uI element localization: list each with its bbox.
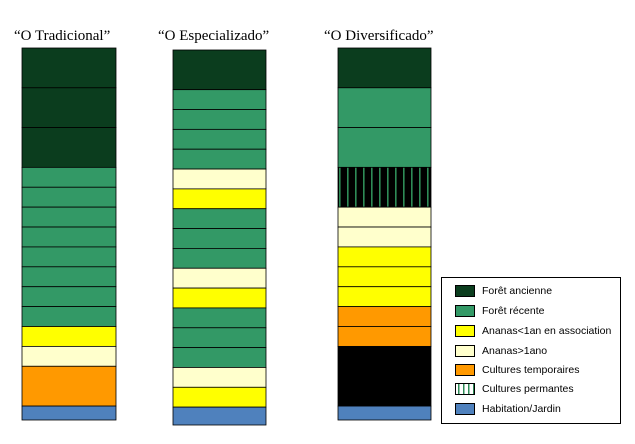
legend-label: Cultures permantes <box>482 383 574 395</box>
block-foret-recente <box>21 186 117 208</box>
block-ananas-assoc <box>21 326 117 347</box>
block-foret-recente <box>21 246 117 268</box>
block-foret-recente <box>172 128 267 150</box>
legend-item-ananas-1ano: Ananas>1ano <box>455 344 547 358</box>
block-foret-recente <box>172 208 267 229</box>
legend: Forêt ancienne Forêt récente Ananas<1an … <box>441 277 621 424</box>
block-foret-recente <box>172 109 267 130</box>
block-habitation <box>172 406 267 426</box>
column-o-tradicional <box>21 47 117 421</box>
column-o-especializado <box>172 49 267 426</box>
legend-swatch-foret-recente <box>455 305 475 317</box>
block-ananas-assoc <box>172 188 267 210</box>
block-foret-recente <box>172 89 267 110</box>
block-ananas-1ano <box>337 206 432 228</box>
legend-label: Habitation/Jardin <box>482 403 561 415</box>
block-ananas-assoc <box>337 266 432 288</box>
legend-swatch-foret-ancienne <box>455 285 475 297</box>
legend-swatch-habitation-jardin <box>455 403 475 415</box>
block-foret-ancienne <box>21 127 117 168</box>
block-cultures-temporaires <box>21 365 117 407</box>
legend-swatch-cultures-permanentes <box>455 383 475 395</box>
legend-item-cultures-temporaires: Cultures temporaires <box>455 363 579 377</box>
block-foret-recente <box>21 166 117 188</box>
block-habitation <box>337 405 432 421</box>
legend-label: Cultures temporaires <box>482 364 580 376</box>
legend-swatch-cultures-temporaires <box>455 364 475 376</box>
legend-label: Ananas<1an en association <box>482 325 612 337</box>
column-title-tradicional: “O Tradicional” <box>14 28 111 44</box>
block-foret-recente <box>172 228 267 249</box>
block-foret-ancienne <box>21 47 117 89</box>
legend-item-habitation-jardin: Habitation/Jardin <box>455 402 561 416</box>
block-habitation <box>21 405 117 421</box>
block-foret-recente <box>21 206 117 228</box>
block-cultures-temporaires <box>337 306 432 327</box>
block-foret-recente <box>172 248 267 269</box>
legend-swatch-ananas-1ano <box>455 345 475 357</box>
block-foret-recente <box>21 306 117 327</box>
column-title-especializado: “O Especializado” <box>158 28 270 44</box>
block-foret-recente <box>21 286 117 308</box>
block-foret-ancienne <box>172 49 267 91</box>
column-o-diversificado <box>337 47 432 421</box>
legend-item-ananas-association: Ananas<1an en association <box>455 324 611 338</box>
block-foret-recente <box>337 127 432 168</box>
legend-item-cultures-permanentes: Cultures permantes <box>455 382 574 396</box>
block-foret-recente <box>172 148 267 170</box>
legend-swatch-ananas-association <box>455 325 475 337</box>
block-foret-recente <box>21 266 117 288</box>
block-foret-recente <box>172 307 267 329</box>
block-cultures-permanentes <box>337 345 432 407</box>
block-ananas-assoc <box>337 246 432 268</box>
block-ananas-1ano <box>337 226 432 248</box>
legend-item-foret-ancienne: Forêt ancienne <box>455 284 552 298</box>
block-cultures-permanentes-striped <box>337 166 432 208</box>
column-title-diversificado: “O Diversificado” <box>324 28 434 44</box>
block-foret-recente <box>21 226 117 248</box>
block-ananas-1ano <box>21 345 117 367</box>
block-ananas-assoc <box>172 287 267 309</box>
block-ananas-assoc <box>172 386 267 408</box>
block-foret-ancienne <box>337 47 432 89</box>
block-ananas-1ano <box>172 267 267 289</box>
block-ananas-1ano <box>172 367 267 388</box>
block-foret-ancienne <box>21 87 117 128</box>
legend-item-foret-recente: Forêt récente <box>455 304 544 318</box>
block-foret-recente <box>337 87 432 128</box>
block-foret-recente <box>172 327 267 349</box>
legend-label: Ananas>1ano <box>482 345 548 357</box>
block-foret-recente <box>172 347 267 368</box>
legend-label: Forêt récente <box>482 305 545 317</box>
legend-label: Forêt ancienne <box>482 285 553 297</box>
block-ananas-assoc <box>337 286 432 308</box>
block-cultures-temporaires <box>337 326 432 347</box>
block-ananas-1ano <box>172 168 267 190</box>
